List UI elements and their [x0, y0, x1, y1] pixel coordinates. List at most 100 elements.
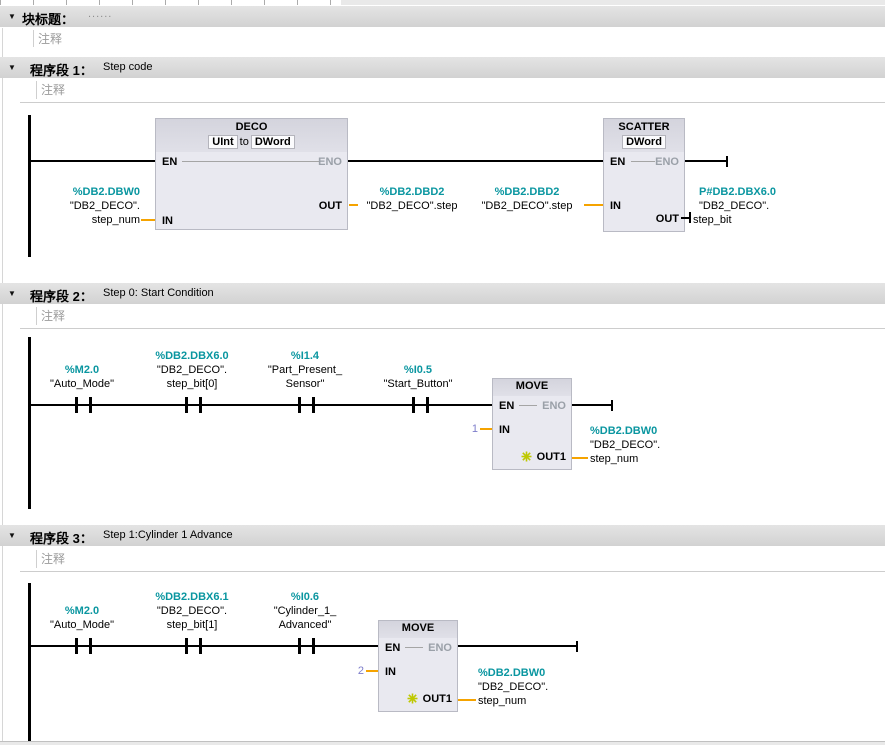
pin-en: EN [162, 156, 178, 168]
operand-member: step_num [590, 453, 639, 465]
pin-eno: ENO [318, 156, 342, 168]
rung-wire [458, 645, 578, 647]
pin-in: IN [610, 200, 621, 212]
network-1-header[interactable]: ▼ 程序段 1： Step code [0, 57, 885, 78]
contact-label[interactable]: %M2.0 "Auto_Mode" [49, 364, 115, 390]
block-title: DECO [235, 121, 268, 133]
pin-in: IN [162, 215, 173, 227]
operand-deco-out[interactable]: %DB2.DBD2 "DB2_DECO".step [356, 185, 468, 213]
operand-scatter-in[interactable]: %DB2.DBD2 "DB2_DECO".step [472, 185, 582, 213]
pin-in: IN [499, 424, 510, 436]
pointer-tick [689, 212, 691, 223]
contact-symbol[interactable] [199, 397, 202, 413]
constant-input[interactable]: 1 [471, 423, 478, 435]
pin-connector [141, 219, 155, 221]
block-title-value[interactable]: ...... [88, 8, 113, 20]
comment-field-border [36, 307, 37, 325]
add-output-icon[interactable] [521, 451, 532, 465]
scatter-block[interactable]: SCATTER DWord EN ENO IN OUT [603, 118, 685, 232]
network-2-label: 程序段 2： [30, 289, 93, 304]
constant-input[interactable]: 2 [357, 665, 364, 677]
operand-deco-in[interactable]: %DB2.DBW0 "DB2_DECO". step_num [30, 185, 140, 227]
comment-separator [20, 102, 885, 103]
move-block[interactable]: MOVE EN ENO IN OUT1 [492, 378, 572, 470]
collapse-icon[interactable]: ▼ [8, 289, 16, 298]
power-rail [28, 115, 31, 257]
contact-label[interactable]: %DB2.DBX6.1 "DB2_DECO". step_bit[1] [155, 591, 229, 631]
rail-end-tick [611, 400, 613, 411]
contact-symbol[interactable] [199, 638, 202, 654]
deco-block-header: DECO UInt to DWord [156, 119, 347, 152]
editor-left-border [2, 28, 3, 745]
type-dropdown[interactable]: UInt [208, 135, 238, 149]
operand-name: "DB2_DECO". [69, 200, 140, 212]
contact-symbol[interactable] [185, 397, 188, 413]
operand-member: step_num [91, 214, 140, 226]
deco-block[interactable]: DECO UInt to DWord EN ENO OUT IN [155, 118, 348, 230]
contact-symbol[interactable] [75, 397, 78, 413]
type-to-label: to [239, 136, 249, 148]
operand-address: P#DB2.DBX6.0 [699, 186, 777, 198]
rung-wire [28, 645, 378, 647]
contact-symbol[interactable] [426, 397, 429, 413]
contact-symbol[interactable] [312, 397, 315, 413]
collapse-icon[interactable]: ▼ [8, 531, 16, 540]
move-block-header: MOVE [493, 379, 571, 396]
power-rail [28, 337, 31, 509]
network-2-header[interactable]: ▼ 程序段 2： Step 0: Start Condition [0, 283, 885, 304]
pin-en: EN [385, 642, 401, 654]
en-eno-line [182, 161, 320, 162]
pin-out1: OUT1 [422, 693, 452, 705]
contact-symbol[interactable] [89, 397, 92, 413]
contact-symbol[interactable] [298, 397, 301, 413]
move-block[interactable]: MOVE EN ENO IN OUT1 [378, 620, 458, 712]
contact-symbol[interactable] [298, 638, 301, 654]
contact-symbol[interactable] [412, 397, 415, 413]
contact-label[interactable]: %I0.6 "Cylinder_1_ Advanced" [273, 591, 337, 631]
rung-wire [685, 160, 728, 162]
pin-connector [366, 670, 378, 672]
operand-address: %DB2.DBD2 [494, 186, 560, 198]
contact-symbol[interactable] [89, 638, 92, 654]
network-1-comment[interactable]: 注释 [41, 83, 66, 97]
operand-move-out[interactable]: %DB2.DBW0 "DB2_DECO". step_num [478, 666, 588, 708]
type-dropdown[interactable]: DWord [250, 135, 295, 149]
contact-label[interactable]: %M2.0 "Auto_Mode" [49, 605, 115, 631]
move-block-header: MOVE [379, 621, 457, 638]
power-rail [28, 583, 31, 741]
network-2-subtitle[interactable]: Step 0: Start Condition [103, 287, 214, 299]
operand-address: %DB2.DBD2 [379, 186, 445, 198]
contact-label[interactable]: %I1.4 "Part_Present_ Sensor" [267, 350, 343, 390]
operand-name: "DB2_DECO". [478, 681, 549, 693]
operand-address: %DB2.DBW0 [590, 425, 658, 437]
network-3-subtitle[interactable]: Step 1:Cylinder 1 Advance [103, 529, 233, 541]
contact-symbol[interactable] [185, 638, 188, 654]
rail-end-tick [726, 156, 728, 167]
pin-connector [681, 217, 690, 219]
block-comment-field[interactable]: 注释 [38, 32, 63, 46]
network-2-comment[interactable]: 注释 [41, 309, 66, 323]
contact-symbol[interactable] [312, 638, 315, 654]
pin-eno: ENO [542, 400, 566, 412]
contact-symbol[interactable] [75, 638, 78, 654]
operand-name: "DB2_DECO".step [481, 200, 573, 212]
operand-move-out[interactable]: %DB2.DBW0 "DB2_DECO". step_num [590, 424, 700, 466]
network-3-comment[interactable]: 注释 [41, 552, 66, 566]
contact-label[interactable]: %DB2.DBX6.0 "DB2_DECO". step_bit[0] [155, 350, 229, 390]
pin-en: EN [499, 400, 515, 412]
block-title: MOVE [401, 622, 435, 634]
pin-eno: ENO [655, 156, 679, 168]
collapse-icon[interactable]: ▼ [8, 63, 16, 72]
scatter-block-header: SCATTER DWord [604, 119, 684, 152]
contact-label[interactable]: %I0.5 "Start_Button" [383, 364, 453, 390]
operand-scatter-out[interactable]: P#DB2.DBX6.0 "DB2_DECO". step_bit [693, 185, 803, 227]
type-dropdown[interactable]: DWord [622, 135, 666, 149]
add-output-icon[interactable] [407, 693, 418, 707]
rung-wire [572, 404, 613, 406]
collapse-icon[interactable]: ▼ [8, 12, 16, 21]
network-3-header[interactable]: ▼ 程序段 3： Step 1:Cylinder 1 Advance [0, 525, 885, 546]
block-title-header[interactable]: ▼ 块标题： ...... [0, 6, 885, 27]
network-1-subtitle[interactable]: Step code [103, 61, 153, 73]
rung-wire [348, 160, 603, 162]
pin-out: OUT [655, 213, 679, 225]
